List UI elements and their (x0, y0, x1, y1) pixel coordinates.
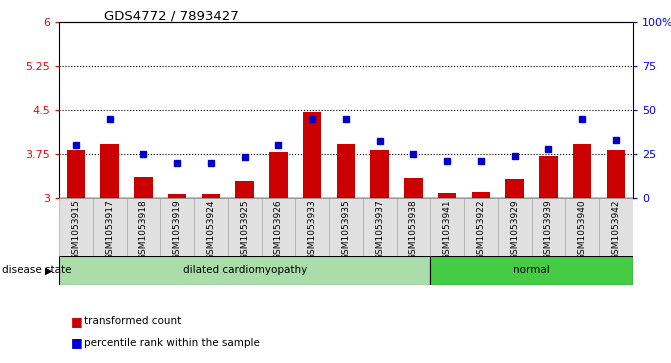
Text: GSM1053919: GSM1053919 (172, 200, 182, 260)
Text: GSM1053929: GSM1053929 (510, 200, 519, 260)
Bar (269, 152, 288, 198)
Bar (539, 156, 558, 198)
Text: GSM1053937: GSM1053937 (375, 200, 384, 260)
Bar (127, 198, 160, 256)
Bar (472, 192, 491, 198)
Text: GSM1053939: GSM1053939 (544, 200, 553, 260)
Text: GSM1053933: GSM1053933 (307, 200, 317, 260)
Bar (227, 198, 262, 256)
Bar (101, 144, 119, 198)
Bar (505, 179, 524, 198)
Bar (370, 150, 389, 198)
Bar (430, 198, 464, 256)
Bar (363, 198, 397, 256)
Text: GSM1053924: GSM1053924 (207, 200, 215, 260)
Bar (194, 198, 227, 256)
Bar (59, 256, 430, 285)
Text: ■: ■ (70, 315, 83, 328)
Text: GSM1053918: GSM1053918 (139, 200, 148, 260)
Text: GSM1053922: GSM1053922 (476, 200, 485, 260)
Bar (498, 198, 531, 256)
Text: GSM1053917: GSM1053917 (105, 200, 114, 260)
Bar (168, 194, 187, 198)
Bar (565, 198, 599, 256)
Bar (303, 111, 321, 198)
Bar (201, 194, 220, 198)
Bar (531, 198, 565, 256)
Bar (397, 198, 430, 256)
Bar (59, 198, 93, 256)
Text: percentile rank within the sample: percentile rank within the sample (84, 338, 260, 348)
Bar (295, 198, 329, 256)
Bar (160, 198, 194, 256)
Text: GSM1053938: GSM1053938 (409, 200, 418, 260)
Text: GSM1053915: GSM1053915 (71, 200, 81, 260)
Bar (607, 150, 625, 198)
Text: ▶: ▶ (45, 266, 52, 276)
Bar (573, 144, 591, 198)
Text: GSM1053942: GSM1053942 (611, 200, 621, 260)
Text: transformed count: transformed count (84, 316, 181, 326)
Bar (337, 144, 355, 198)
Text: normal: normal (513, 265, 550, 276)
Text: GSM1053935: GSM1053935 (342, 200, 350, 260)
Bar (329, 198, 363, 256)
Bar (262, 198, 295, 256)
Text: GSM1053941: GSM1053941 (443, 200, 452, 260)
Text: GSM1053940: GSM1053940 (578, 200, 586, 260)
Bar (464, 198, 498, 256)
Text: disease state: disease state (2, 265, 72, 276)
Text: dilated cardiomyopathy: dilated cardiomyopathy (183, 265, 307, 276)
Bar (404, 179, 423, 198)
Bar (66, 150, 85, 198)
Text: GSM1053926: GSM1053926 (274, 200, 283, 260)
Text: GDS4772 / 7893427: GDS4772 / 7893427 (104, 9, 239, 22)
Bar (93, 198, 127, 256)
Text: ■: ■ (70, 337, 83, 350)
Text: GSM1053925: GSM1053925 (240, 200, 249, 260)
Bar (438, 193, 456, 198)
Bar (236, 182, 254, 198)
Bar (430, 256, 633, 285)
Bar (134, 177, 153, 198)
Bar (599, 198, 633, 256)
